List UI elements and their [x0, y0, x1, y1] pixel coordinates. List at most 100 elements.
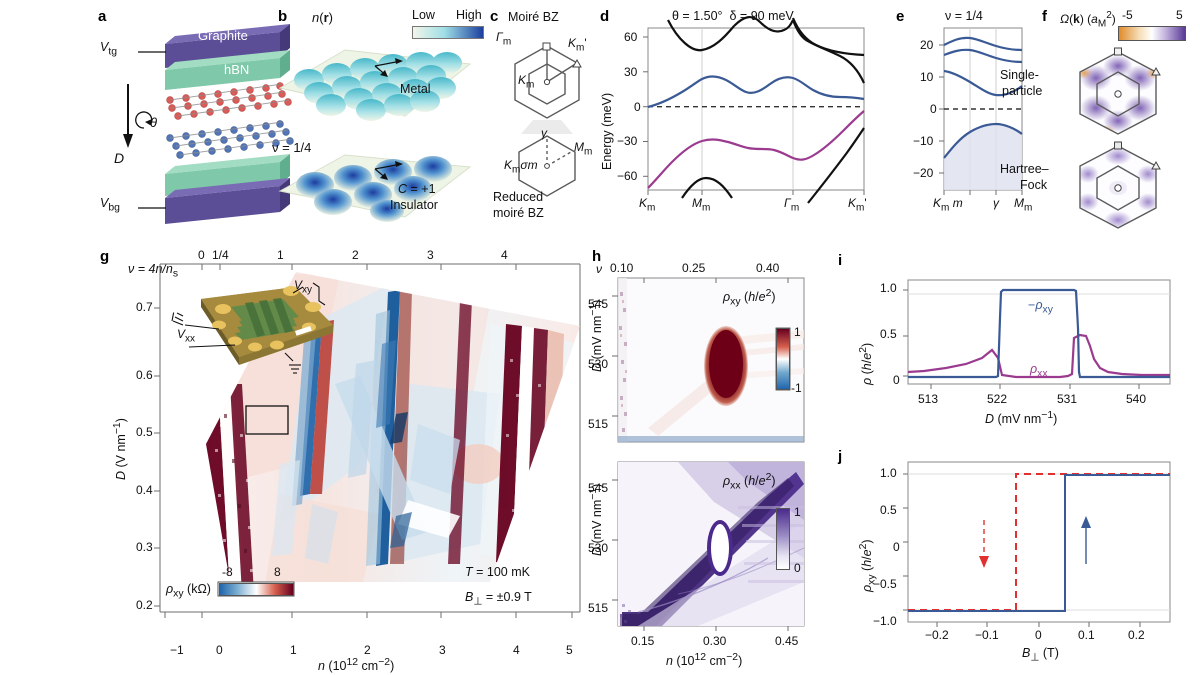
panel-d-xtick-Gm: Γm	[784, 196, 800, 214]
moire-landscape-metal	[278, 49, 472, 121]
panel-g-colorbar	[219, 583, 294, 596]
panel-i-ytick-0: 0	[893, 373, 900, 387]
panel-j-up-arrow	[1081, 516, 1091, 564]
panel-g-ytick-0.3: 0.3	[136, 540, 153, 554]
panel-g-ytick-0.5: 0.5	[136, 425, 153, 439]
panel-g-cbar-min: -8	[222, 565, 233, 579]
panel-g-nutick-3: 3	[427, 248, 434, 262]
hartree-fock-label-1: Hartree–	[1000, 162, 1049, 176]
panel-h-ytick-515b: 515	[588, 601, 609, 615]
panel-h-ytick-545b: 545	[588, 481, 609, 495]
panel-g-inset-current: I	[171, 310, 175, 324]
panel-g-field: B⊥ = ±0.9 T	[465, 590, 532, 608]
panel-h-nu-symbol: ν	[596, 262, 602, 276]
panel-h-upper-cbar-label: ρxy (h/e2)	[723, 288, 776, 308]
km-label: Km	[518, 73, 535, 91]
panel-a-device-stack	[123, 24, 294, 224]
vbg-label: Vbg	[100, 196, 120, 214]
panel-j-xtick-0.1: 0.1	[1078, 628, 1095, 642]
panel-d-bandstructure	[643, 16, 865, 204]
panel-f-title: Ω(k) (aM2)	[1060, 10, 1116, 30]
panel-j-up-sweep	[908, 474, 1170, 612]
moire-bz-diagram	[514, 42, 582, 197]
d-field-arrow	[123, 84, 133, 148]
panel-d-ylabel: Energy (meV)	[600, 92, 614, 170]
panel-h-nutick-0.25: 0.25	[682, 261, 706, 275]
panel-g-xtick-2: 2	[364, 643, 371, 657]
panel-g-xtick-5: 5	[566, 643, 573, 657]
panel-e-ytick-10: 10	[920, 70, 934, 84]
panel-e-bandstructure	[939, 27, 1023, 195]
panel-h-upper-cbar-min: -1	[791, 381, 802, 395]
panel-g-xtick-4: 4	[513, 643, 520, 657]
panel-e-letter: e	[896, 8, 905, 25]
panel-j-ytick-0: 0	[893, 540, 900, 554]
panel-d-ytick-0: 0	[634, 100, 641, 114]
panel-h-xtick-0.30: 0.30	[703, 634, 727, 648]
panel-d-letter: d	[600, 8, 610, 25]
panel-g-device-inset	[172, 282, 333, 374]
graphite-label: Graphite	[198, 28, 248, 43]
panel-g-nutick-4: 4	[501, 248, 508, 262]
hbn-label: hBN	[224, 62, 250, 77]
panel-j-letter: j	[838, 448, 843, 465]
km-prime-label: Km'	[568, 36, 587, 54]
panel-j-ytick-1.0: 1.0	[880, 466, 897, 480]
panel-e-xtick-Mm: Mm	[1014, 196, 1033, 214]
gamma-small-label: γ	[541, 126, 547, 140]
panel-g-colorbar-frame	[217, 581, 295, 597]
panel-i-letter: i	[838, 252, 843, 269]
panel-i-label-rho-xx: ρxx	[1030, 362, 1048, 380]
panel-j-ytick-0.5: 0.5	[880, 503, 897, 517]
km-sigma-m-label: Kmσm	[504, 158, 538, 176]
device-micrograph-image	[172, 282, 333, 374]
graphite-bottom-layer	[165, 178, 290, 224]
panel-h-xlabel: n (1012 cm−2)	[666, 652, 743, 669]
panel-j-ytick-m1.0: −1.0	[873, 614, 897, 628]
panel-i-plot	[903, 279, 1171, 389]
panel-b-letter: b	[278, 8, 288, 25]
panel-e-xtick-Km-m: Km m	[933, 196, 963, 214]
panel-f-cbar-min: -5	[1122, 8, 1133, 22]
panel-h-lower-cbar-min: 0	[794, 561, 801, 575]
theta-rotation-arc	[135, 111, 153, 129]
lattice-vector-arrow-top	[374, 58, 403, 77]
vtg-label: Vtg	[100, 40, 118, 58]
panel-g-xtick-0: 0	[216, 643, 223, 657]
Mm-label: Mm	[574, 140, 593, 158]
panel-f-letter: f	[1042, 8, 1047, 25]
colorbar-low-label: Low	[412, 8, 435, 22]
panel-g-ytick-0.4: 0.4	[136, 483, 153, 497]
panel-i-label-rho-xy: −ρxy	[1028, 298, 1053, 316]
panel-h-lower-cbar-label: ρxx (h/e2)	[723, 472, 776, 492]
panel-d-ytick-60: 60	[624, 30, 638, 44]
panel-g-ytick-0.2: 0.2	[136, 598, 153, 612]
panel-h-nutick-0.10: 0.10	[610, 261, 634, 275]
panel-g-xtick-1: 1	[290, 643, 297, 657]
panel-a-letter: a	[98, 8, 107, 25]
panel-g-ylabel: D (V nm−1)	[112, 418, 129, 480]
panel-g-letter: g	[100, 248, 110, 265]
panel-g-cbar-label: ρxy (kΩ)	[166, 582, 211, 600]
graphene-layer-bottom	[166, 120, 294, 159]
insulator-caption-c: C = +1	[398, 182, 436, 196]
panel-h-upper-colorbar	[776, 328, 790, 390]
panel-d-ytick-m60: −60	[617, 169, 638, 183]
berry-curvature-single-particle	[1079, 47, 1161, 135]
panel-g-temperature: T = 100 mK	[465, 565, 530, 579]
panel-j-xtick-m0.1: −0.1	[975, 628, 999, 642]
panel-j-xlabel: B⊥ (T)	[1022, 646, 1059, 664]
panel-e-xtick-gamma: γ	[993, 196, 999, 210]
insulator-caption: Insulator	[390, 198, 438, 212]
panel-j-ytick-m0.5: −0.5	[873, 577, 897, 591]
panel-h-nutick-0.40: 0.40	[756, 261, 780, 275]
panel-h-xtick-0.45: 0.45	[775, 634, 799, 648]
gamma-m-label: Γm	[496, 30, 512, 48]
panel-d-ytick-m30: −30	[617, 134, 638, 148]
panel-j-xtick-0: 0	[1035, 628, 1042, 642]
panel-h-upper-ylabel: D (mV nm−1)	[588, 299, 605, 372]
panel-g-roi-box	[245, 405, 289, 435]
reduced-bz-caption-2: moiré BZ	[493, 206, 544, 220]
graphene-layer-top	[166, 82, 292, 120]
